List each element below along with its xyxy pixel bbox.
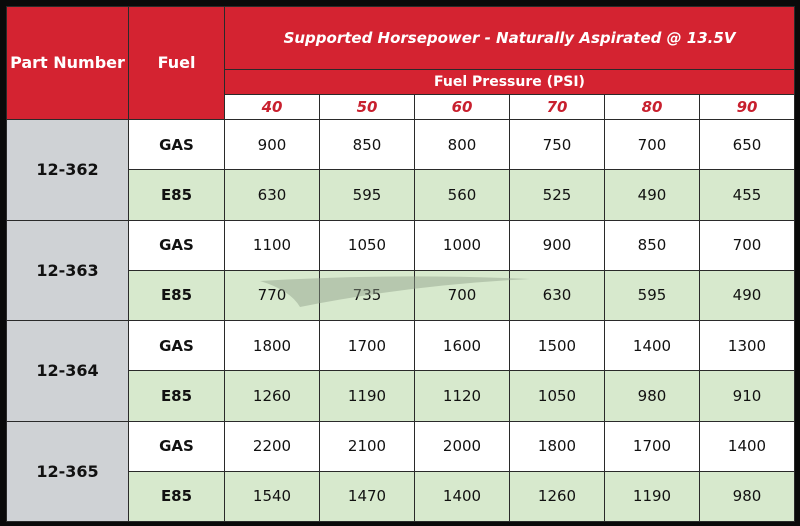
hp-value: 490 xyxy=(604,169,700,221)
hp-value: 1050 xyxy=(509,370,605,422)
hp-value: 1260 xyxy=(509,470,605,523)
hp-value: 750 xyxy=(509,118,605,171)
hp-value: 2100 xyxy=(319,420,415,472)
hp-value: 595 xyxy=(604,269,700,322)
pressure-row: 40 50 60 70 80 90 xyxy=(7,94,795,120)
hp-value: 1500 xyxy=(509,319,605,372)
fuel-type: GAS xyxy=(128,219,225,271)
hp-value: 700 xyxy=(414,269,510,322)
fuel-type: GAS xyxy=(128,118,225,171)
hp-value: 1300 xyxy=(699,319,795,372)
table-row: E85 1540 1470 1400 1260 1190 980 xyxy=(7,470,795,523)
table-row: 12-363 GAS 1100 1050 1000 900 850 700 xyxy=(6,219,795,321)
fuel-type: GAS xyxy=(128,319,225,372)
hp-value: 595 xyxy=(319,169,415,221)
hp-value: 1700 xyxy=(319,319,415,372)
pressure-90: 90 xyxy=(699,94,795,120)
hp-value: 490 xyxy=(699,269,795,322)
hp-value: 850 xyxy=(604,219,700,271)
hp-value: 1050 xyxy=(319,219,415,271)
table-row: 12-362 GAS 900 850 800 750 700 650 xyxy=(6,118,795,221)
hp-value: 900 xyxy=(509,219,605,271)
hp-value: 2000 xyxy=(414,420,510,472)
header-fuel: Fuel xyxy=(128,6,225,120)
part-number: 12-364 xyxy=(6,320,129,422)
fuel-type: E85 xyxy=(128,370,225,422)
header-part-number: Part Number xyxy=(6,6,129,120)
hp-value: 1400 xyxy=(414,470,510,523)
hp-value: 1190 xyxy=(604,470,700,523)
hp-value: 1190 xyxy=(319,370,415,422)
hp-value: 1400 xyxy=(699,420,795,472)
fuel-type: E85 xyxy=(128,269,225,322)
hp-value: 560 xyxy=(414,169,510,221)
hp-value: 770 xyxy=(224,269,320,322)
hp-value: 2200 xyxy=(224,420,320,472)
fuel-type: GAS xyxy=(128,420,225,472)
hp-value: 1470 xyxy=(319,470,415,523)
fuel-pressure-header: Fuel Pressure (PSI) xyxy=(224,69,795,95)
fuel-type: E85 xyxy=(128,169,225,221)
part-number: 12-363 xyxy=(6,219,129,321)
hp-value: 650 xyxy=(699,118,795,171)
hp-value: 980 xyxy=(699,470,795,523)
pressure-50: 50 xyxy=(319,94,415,120)
table-title: Supported Horsepower - Naturally Aspirat… xyxy=(224,6,795,70)
pressure-70: 70 xyxy=(509,94,605,120)
hp-value: 1400 xyxy=(604,319,700,372)
part-number: 12-365 xyxy=(6,420,129,522)
hp-value: 850 xyxy=(319,118,415,171)
hp-value: 900 xyxy=(224,118,320,171)
hp-value: 910 xyxy=(699,370,795,422)
hp-value: 1600 xyxy=(414,319,510,372)
hp-value: 455 xyxy=(699,169,795,221)
hp-value: 1100 xyxy=(224,219,320,271)
table-row: 12-365 GAS 2200 2100 2000 1800 1700 1400 xyxy=(6,420,795,522)
hp-value: 1120 xyxy=(414,370,510,422)
hp-value: 1800 xyxy=(224,319,320,372)
table-body: 12-362 GAS 900 850 800 750 700 650 E85 630 595 560 5… xyxy=(6,118,795,523)
hp-value: 735 xyxy=(319,269,415,322)
hp-value: 630 xyxy=(509,269,605,322)
hp-value: 1540 xyxy=(224,470,320,523)
pressure-40: 40 xyxy=(224,94,320,120)
hp-value: 525 xyxy=(509,169,605,221)
table-row: E85 1260 1190 1120 1050 980 910 xyxy=(7,370,795,422)
table-row: 12-364 GAS 1800 1700 1600 1500 1400 1300 xyxy=(6,319,795,422)
hp-value: 800 xyxy=(414,118,510,171)
table-row: E85 630 595 560 525 490 455 xyxy=(7,169,795,221)
fuel-type: E85 xyxy=(128,470,225,523)
hp-value: 1260 xyxy=(224,370,320,422)
part-number: 12-362 xyxy=(6,119,129,221)
horsepower-table: Part Number Fuel Supported Horsepower - … xyxy=(6,6,795,523)
hp-value: 700 xyxy=(699,219,795,271)
hp-value: 980 xyxy=(604,370,700,422)
hp-value: 1800 xyxy=(509,420,605,472)
hp-value: 1000 xyxy=(414,219,510,271)
hp-value: 630 xyxy=(224,169,320,221)
hp-value: 1700 xyxy=(604,420,700,472)
hp-value: 700 xyxy=(604,118,700,171)
pressure-80: 80 xyxy=(604,94,700,120)
table-row: E85 770 735 700 630 595 490 xyxy=(7,269,795,322)
pressure-60: 60 xyxy=(414,94,510,120)
